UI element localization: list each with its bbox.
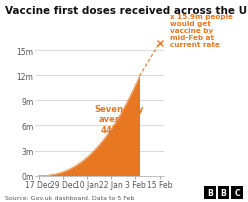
Text: B: B [221,188,226,197]
Text: Seven-day
average:
441,000: Seven-day average: 441,000 [94,104,144,134]
Text: C: C [234,188,240,197]
FancyBboxPatch shape [231,187,243,199]
FancyBboxPatch shape [204,187,216,199]
Text: x 15.9m people
would get
vaccine by
mid-Feb at
current rate: x 15.9m people would get vaccine by mid-… [170,14,233,48]
Text: Vaccine first doses received across the UK: Vaccine first doses received across the … [5,6,248,16]
Text: Source: Gov.uk dashboard. Data to 5 Feb: Source: Gov.uk dashboard. Data to 5 Feb [5,195,134,200]
Text: B: B [207,188,213,197]
FancyBboxPatch shape [217,187,229,199]
